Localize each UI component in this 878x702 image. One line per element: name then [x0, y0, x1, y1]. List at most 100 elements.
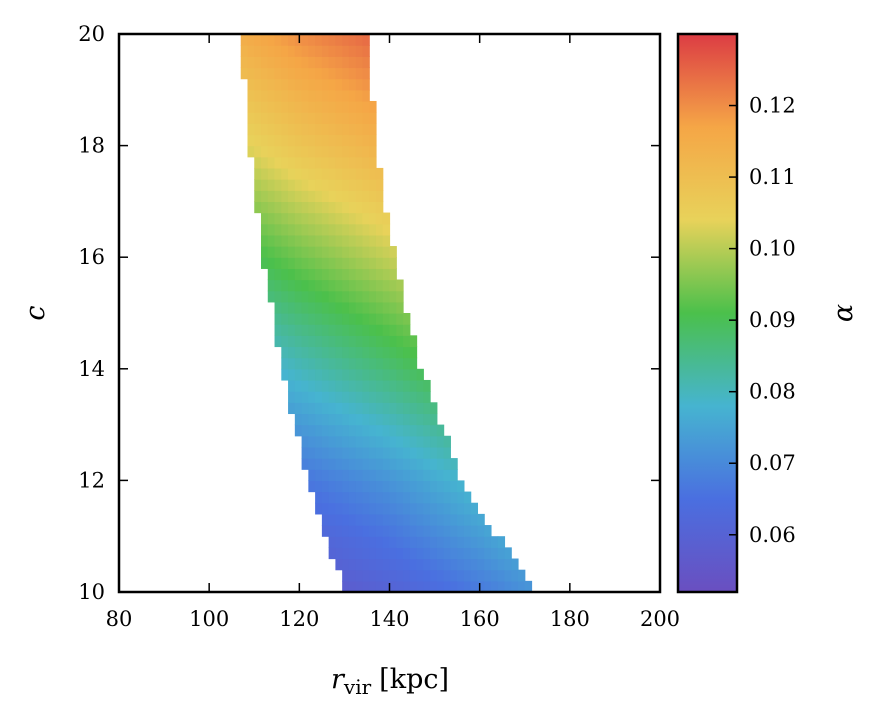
heatmap-cell: [430, 491, 438, 504]
heatmap-cell: [315, 223, 323, 236]
heatmap-cell: [240, 34, 249, 46]
heatmap-cell: [382, 301, 391, 314]
heatmap-cell: [321, 167, 330, 180]
heatmap-cell: [355, 156, 364, 169]
heatmap-cell: [294, 402, 303, 415]
heatmap-cell: [430, 402, 438, 415]
heatmap-cell: [321, 435, 330, 448]
heatmap-cell: [355, 246, 364, 258]
heatmap-cell: [423, 491, 431, 504]
heatmap-cell: [355, 368, 364, 381]
heatmap-cell: [463, 513, 472, 526]
heatmap-cell: [308, 279, 316, 292]
heatmap-cell: [315, 290, 323, 303]
heatmap-cell: [267, 56, 276, 69]
heatmap-cell: [362, 123, 370, 136]
heatmap-cell: [308, 34, 316, 46]
heatmap-cell: [348, 368, 357, 381]
heatmap-cell: [389, 301, 397, 314]
heatmap-cell: [315, 335, 323, 348]
heatmap-cell: [355, 536, 364, 548]
x-tick-label: 180: [550, 607, 590, 631]
heatmap-cell: [369, 491, 377, 504]
heatmap-cell: [348, 469, 357, 481]
heatmap-cell: [308, 346, 316, 359]
heatmap-cell: [315, 201, 323, 214]
heatmap-cell: [321, 357, 330, 370]
heatmap-cell: [436, 480, 445, 493]
heatmap-cell: [342, 156, 350, 169]
heatmap-cell: [409, 357, 418, 370]
heatmap-cell: [342, 313, 350, 325]
heatmap-cell: [281, 268, 289, 281]
heatmap-cell: [274, 45, 282, 57]
heatmap-cell: [450, 502, 458, 515]
heatmap-cell: [342, 100, 350, 113]
heatmap-cell: [294, 201, 303, 214]
heatmap-cell: [396, 368, 404, 381]
heatmap-cell: [301, 179, 309, 191]
heatmap-cell: [463, 491, 472, 504]
heatmap-cell: [355, 580, 364, 592]
heatmap-cell: [348, 201, 357, 214]
heatmap-cell: [382, 513, 391, 526]
heatmap-cell: [342, 67, 350, 80]
heatmap-cell: [321, 156, 330, 169]
heatmap-cell: [274, 134, 282, 147]
heatmap-cell: [484, 558, 492, 571]
heatmap-cell: [375, 525, 384, 537]
heatmap-cell: [355, 290, 364, 303]
heatmap-cell: [288, 112, 296, 124]
heatmap-cell: [321, 279, 330, 292]
heatmap-cell: [315, 379, 323, 392]
heatmap-cell: [375, 167, 384, 180]
x-tick-label: 100: [189, 607, 229, 631]
heatmap-cell: [423, 558, 431, 571]
heatmap-cell: [348, 402, 357, 415]
heatmap-cell: [308, 335, 316, 348]
heatmap-cell: [254, 78, 262, 91]
heatmap-cell: [301, 413, 309, 426]
heatmap-cell: [328, 167, 336, 180]
heatmap-cell: [321, 446, 330, 459]
heatmap-cell: [477, 536, 485, 548]
heatmap-cell: [416, 536, 424, 548]
heatmap-cell: [369, 201, 377, 214]
heatmap-cell: [477, 569, 485, 582]
heatmap-cell: [369, 234, 377, 247]
heatmap-cell: [375, 357, 384, 370]
heatmap-cell: [315, 34, 323, 46]
heatmap-cell: [362, 547, 370, 560]
y-tick-label: 20: [78, 22, 105, 46]
heatmap-cell: [369, 357, 377, 370]
heatmap-cell: [348, 167, 357, 180]
heatmap-cell: [396, 402, 404, 415]
heatmap-cell: [403, 558, 411, 571]
heatmap-cell: [274, 246, 282, 258]
heatmap-cell: [335, 201, 343, 214]
heatmap-cell: [308, 123, 316, 136]
heatmap-cell: [328, 502, 336, 515]
heatmap-cell: [274, 201, 282, 214]
heatmap-cell: [335, 134, 343, 147]
heatmap-cell: [321, 525, 330, 537]
heatmap-cell: [403, 569, 411, 582]
heatmap-cell: [362, 513, 370, 526]
heatmap-cell: [423, 402, 431, 415]
heatmap-cell: [315, 190, 323, 202]
heatmap-cell: [369, 179, 377, 191]
heatmap-cell: [321, 313, 330, 325]
heatmap-cell: [477, 580, 485, 592]
heatmap-cell: [355, 257, 364, 269]
heatmap-cell: [369, 413, 377, 426]
heatmap-cell: [362, 201, 370, 214]
heatmap-cell: [328, 536, 336, 548]
heatmap-cell: [335, 212, 343, 225]
heatmap-cell: [450, 491, 458, 504]
heatmap-cell: [261, 212, 269, 225]
heatmap-cell: [288, 134, 296, 147]
heatmap-cell: [382, 368, 391, 381]
heatmap-cell: [430, 435, 438, 448]
heatmap-cell: [409, 491, 418, 504]
heatmap-cell: [450, 569, 458, 582]
